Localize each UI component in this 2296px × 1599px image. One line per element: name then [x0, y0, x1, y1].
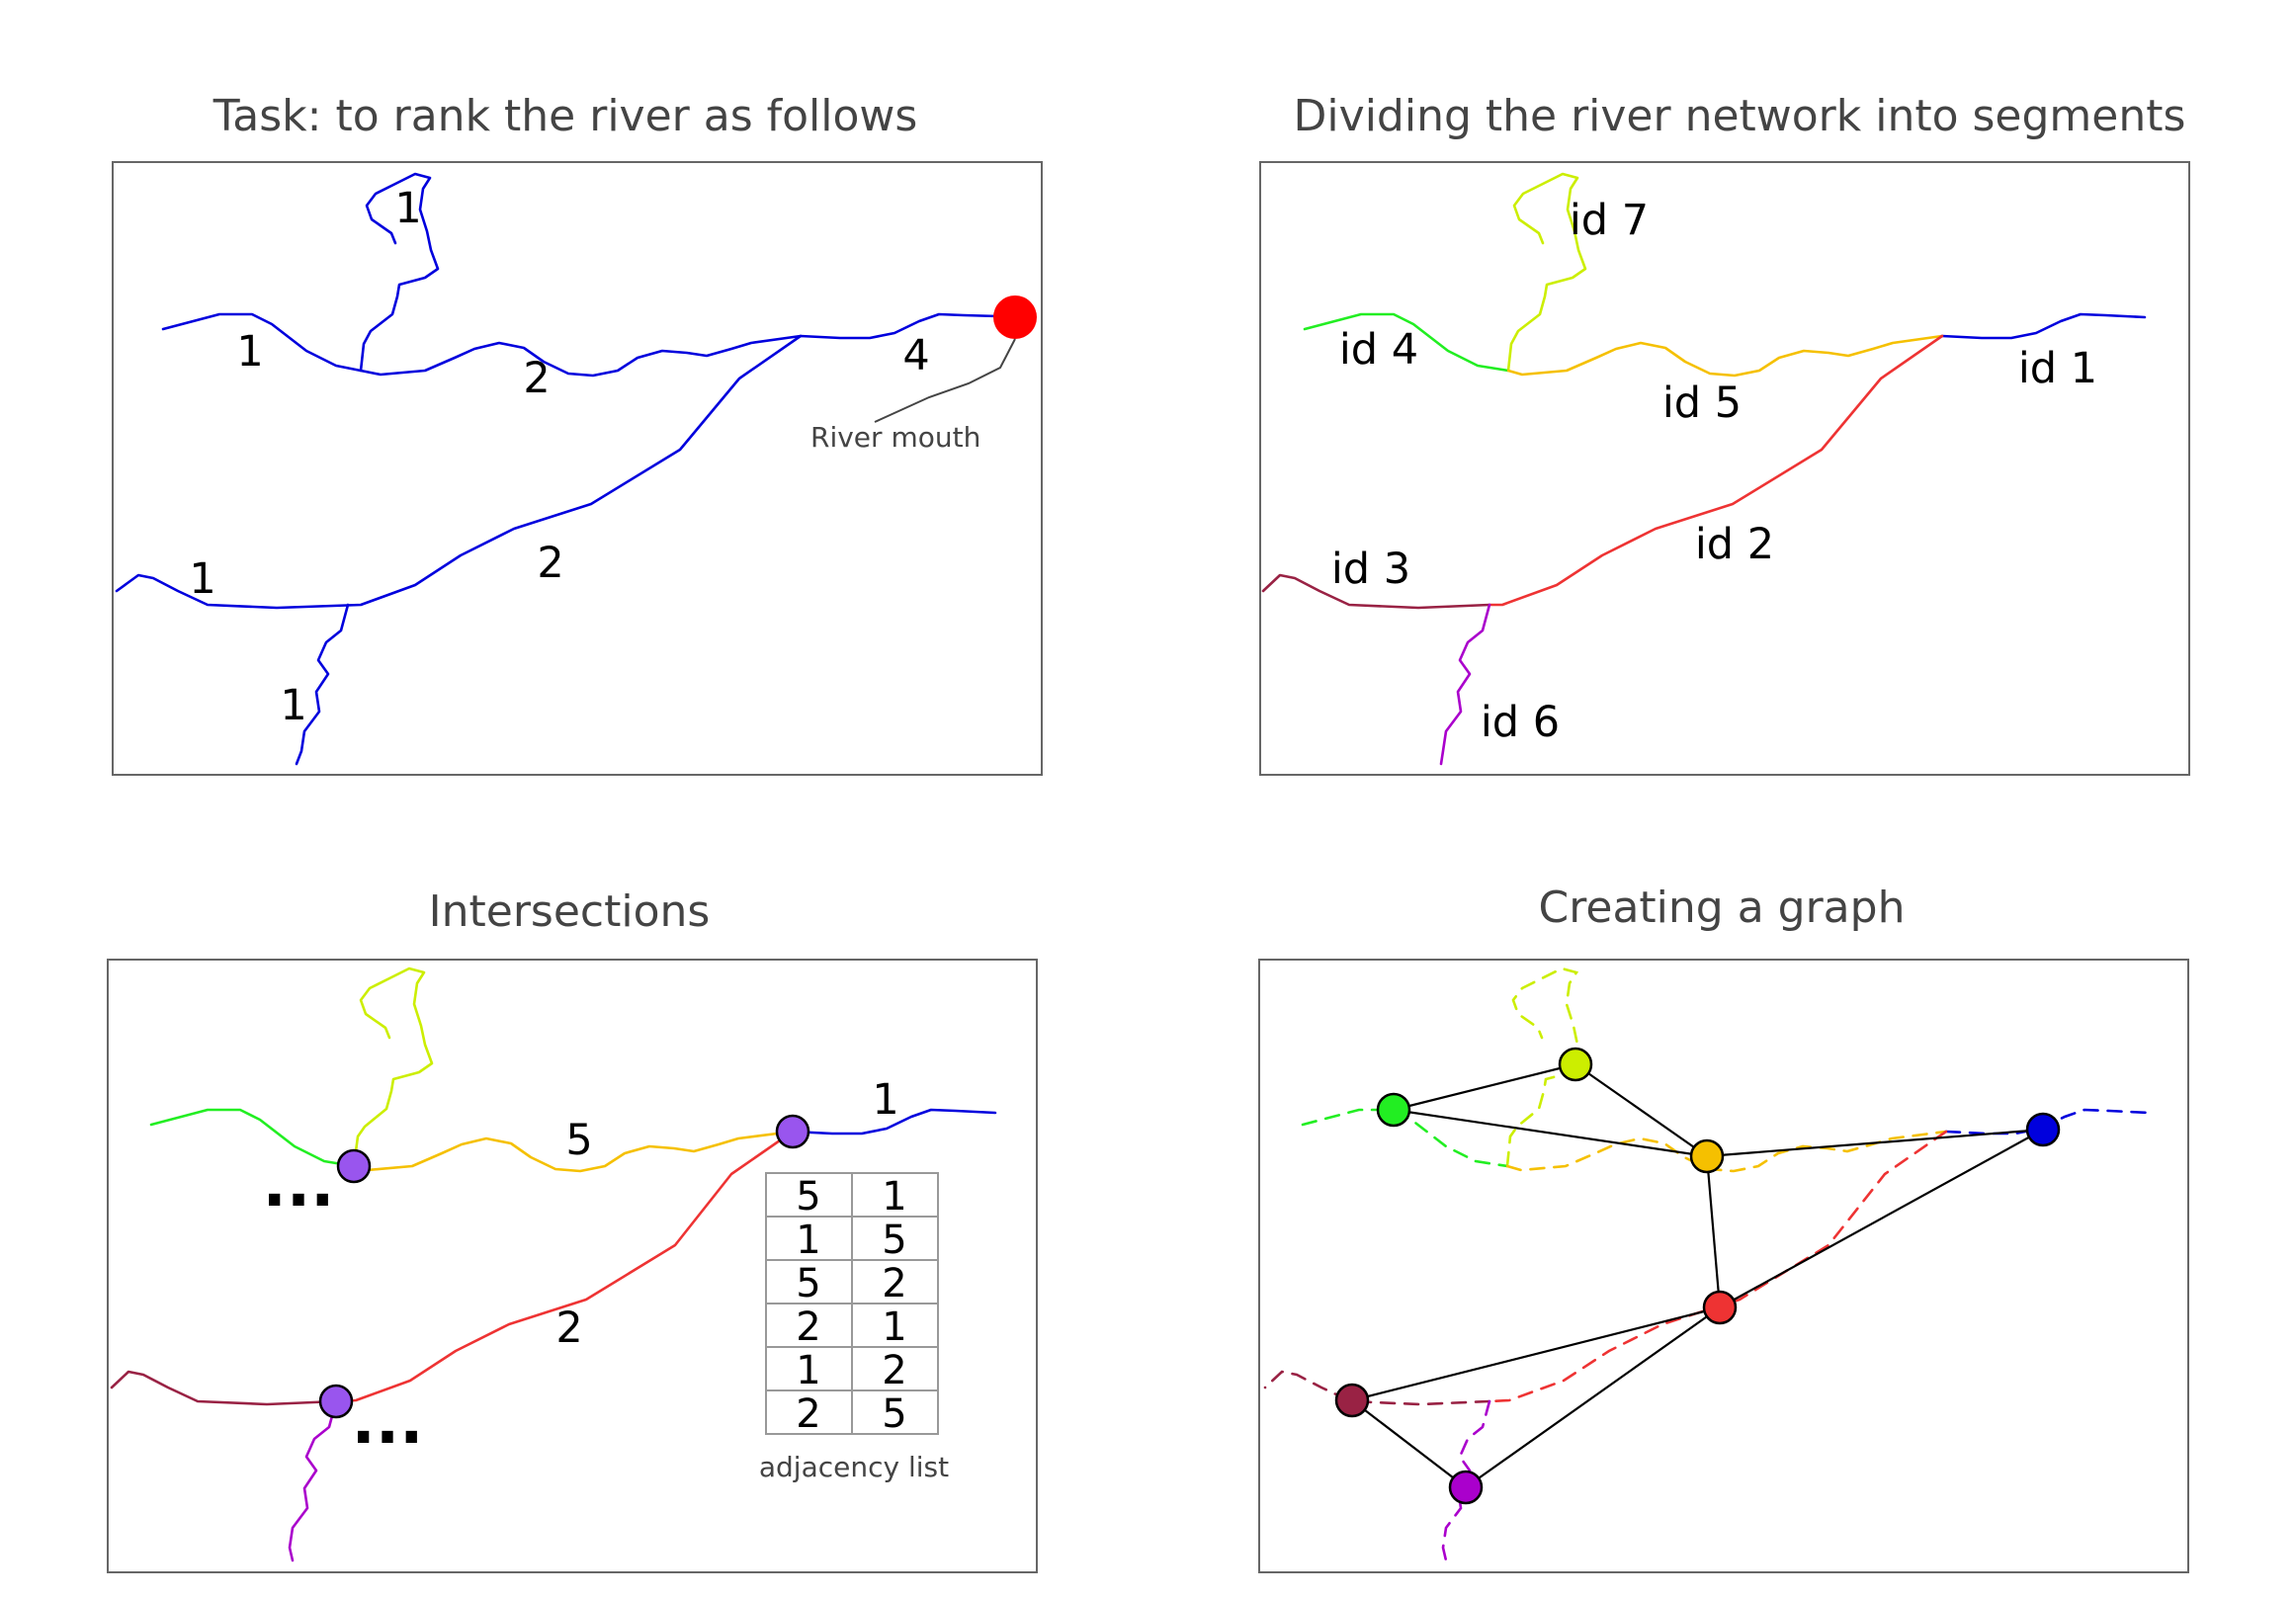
graph-edge	[1465, 1306, 1721, 1488]
panel-graph-frame	[1258, 959, 2189, 1573]
graph-edges	[1351, 1062, 2044, 1488]
river-mouth-label: River mouth	[810, 421, 980, 454]
intersection-node	[775, 1114, 810, 1149]
adjacency-cell: 2	[796, 1304, 820, 1350]
panel-task-title: Task: to rank the river as follows	[213, 91, 918, 141]
graph-edge	[1719, 1129, 2044, 1308]
panel-graph: Creating a graph	[1258, 883, 2189, 1573]
river-mouth-leader	[874, 338, 1016, 423]
panel-segments-title: Dividing the river network into segments	[1294, 91, 2186, 141]
panel-graph-title: Creating a graph	[1539, 883, 1906, 933]
segment-id6	[1439, 603, 1491, 766]
segment-id-label: id 3	[1331, 545, 1410, 594]
segment-blue	[791, 1108, 997, 1136]
segment-id5	[1506, 334, 1944, 378]
river-network-blue	[115, 172, 1000, 766]
graph-edge	[1351, 1305, 1721, 1402]
segment-number-label: 2	[555, 1304, 582, 1353]
panel-segments-frame	[1259, 161, 2190, 776]
adjacency-table-caption: adjacency list	[759, 1451, 949, 1483]
graph-node-id4	[1376, 1092, 1411, 1128]
rank-label: 1	[394, 184, 421, 233]
rank-label: 2	[537, 539, 563, 588]
graph-edge	[1393, 1062, 1576, 1112]
graph-edge	[1706, 1128, 2044, 1158]
rank-label: 1	[189, 554, 215, 604]
panel-intersections-title: Intersections	[429, 886, 711, 937]
rank-label: 1	[280, 681, 306, 730]
segment-yellow-green	[352, 967, 434, 1168]
segment-purple	[288, 1399, 338, 1562]
segment-id-label: id 5	[1662, 379, 1742, 428]
intersection-node	[318, 1384, 354, 1419]
rank-label: 4	[902, 331, 929, 380]
graph-edge	[1393, 1108, 1708, 1158]
dashed-segment-yellow-green	[1505, 967, 1586, 1168]
dashed-segment-green	[1301, 1108, 1509, 1168]
segment-green	[149, 1108, 356, 1168]
segment-id7	[1506, 172, 1587, 373]
adjacency-cell: 5	[882, 1391, 906, 1437]
graph-node-id2	[1702, 1290, 1738, 1325]
adjacency-cell: 5	[796, 1174, 820, 1220]
panel-segments: Dividing the river network into segments…	[1259, 91, 2190, 776]
segment-number-label: 1	[872, 1075, 898, 1125]
segment-id2	[1488, 334, 1944, 607]
intersection-node	[336, 1148, 372, 1184]
adjacency-cell: 2	[882, 1348, 906, 1393]
river-main-upper	[161, 312, 1000, 378]
segment-id-label: id 2	[1695, 520, 1774, 569]
panel-intersections: Intersections 1 5 2 ... ... 5 1 1 5 5	[107, 886, 1038, 1573]
segment-red	[334, 1130, 795, 1403]
dashed-segment-purple	[1441, 1399, 1491, 1562]
segment-id1	[1940, 312, 2147, 340]
ellipsis-label: ...	[263, 1148, 335, 1221]
segment-id-label: id 6	[1481, 698, 1560, 747]
adjacency-table: 5 1 1 5 5 2 2 1 1 2 2 5	[765, 1172, 939, 1437]
dashed-segment-red	[1488, 1130, 1948, 1403]
panel-task: Task: to rank the river as follows River…	[112, 91, 1043, 776]
segment-id4	[1303, 312, 1510, 373]
river-tributary-east	[115, 334, 803, 610]
graph-node-id6	[1448, 1470, 1484, 1505]
river-tributary-south	[295, 603, 350, 766]
rank-label: 2	[523, 354, 550, 403]
graph-edge	[1351, 1399, 1467, 1488]
segment-id-label: id 7	[1570, 196, 1649, 245]
graph-edge	[1574, 1063, 1708, 1157]
segment-number-label: 5	[565, 1116, 592, 1165]
adjacency-cell: 5	[882, 1218, 906, 1263]
graph-node-id7	[1558, 1047, 1593, 1082]
panel-task-frame	[112, 161, 1043, 776]
graph-node-id5	[1689, 1138, 1725, 1174]
adjacency-cell: 1	[882, 1174, 906, 1220]
segment-orange	[352, 1130, 795, 1173]
dashed-segment-orange	[1505, 1130, 1948, 1173]
graph-edge	[1705, 1155, 1722, 1308]
river-mouth-marker	[993, 295, 1037, 339]
adjacency-cell: 2	[796, 1391, 820, 1437]
adjacency-cell: 1	[796, 1348, 820, 1393]
segment-maroon	[110, 1370, 338, 1406]
graph-node-id3	[1334, 1383, 1370, 1418]
adjacency-cell: 1	[796, 1218, 820, 1263]
segment-id-label: id 4	[1339, 325, 1418, 375]
dashed-segment-maroon	[1263, 1370, 1491, 1406]
segment-id3	[1261, 573, 1491, 610]
adjacency-cell: 2	[882, 1261, 906, 1306]
rank-label: 1	[236, 327, 263, 377]
panel-intersections-frame	[107, 959, 1038, 1573]
adjacency-cell: 5	[796, 1261, 820, 1306]
ellipsis-label: ...	[352, 1386, 424, 1459]
adjacency-cell: 1	[882, 1304, 906, 1350]
river-tributary-north	[359, 172, 440, 373]
graph-node-id1	[2025, 1112, 2061, 1147]
segment-id-label: id 1	[2018, 344, 2097, 393]
